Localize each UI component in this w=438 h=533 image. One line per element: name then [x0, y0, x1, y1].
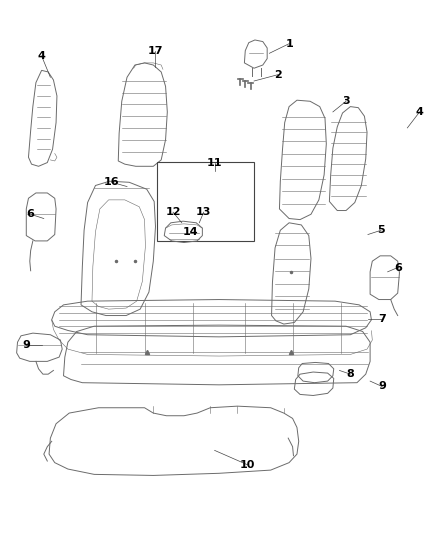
Text: 1: 1: [285, 39, 293, 49]
Text: 17: 17: [148, 46, 163, 55]
Text: 13: 13: [196, 207, 212, 217]
Text: 4: 4: [38, 51, 46, 61]
Text: 10: 10: [240, 460, 255, 470]
Text: 14: 14: [183, 227, 198, 237]
Text: 9: 9: [22, 341, 30, 350]
Bar: [157, 162, 254, 241]
Text: 5: 5: [377, 225, 385, 235]
Text: 8: 8: [346, 369, 354, 379]
Text: 2: 2: [274, 70, 282, 79]
Text: 6: 6: [394, 263, 402, 272]
Text: 9: 9: [378, 382, 386, 391]
Text: 11: 11: [207, 158, 223, 167]
Text: 16: 16: [104, 177, 120, 187]
Text: 12: 12: [165, 207, 181, 217]
Text: 6: 6: [27, 209, 35, 219]
Text: 7: 7: [378, 314, 386, 324]
Text: 3: 3: [342, 96, 350, 106]
Text: 4: 4: [416, 107, 424, 117]
